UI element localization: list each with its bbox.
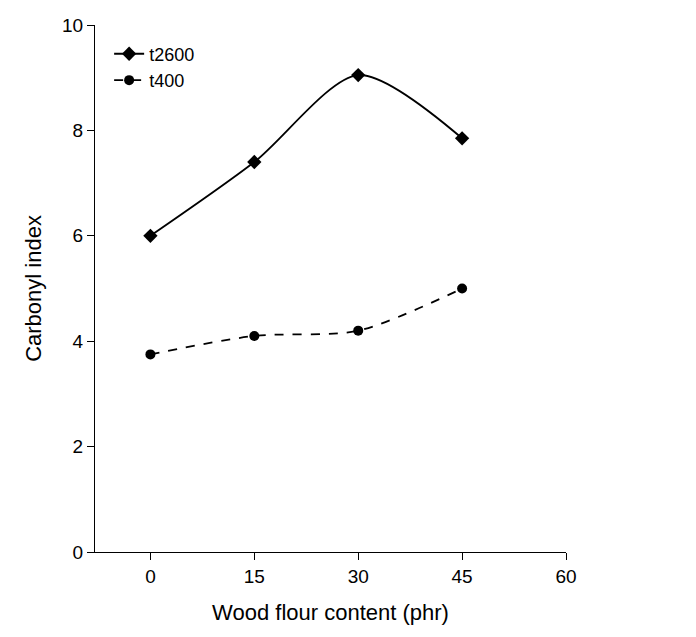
svg-text:60: 60 xyxy=(555,566,576,587)
svg-text:15: 15 xyxy=(244,566,265,587)
svg-text:6: 6 xyxy=(73,225,84,246)
svg-text:4: 4 xyxy=(73,331,84,352)
svg-text:Wood flour content (phr): Wood flour content (phr) xyxy=(212,600,449,625)
svg-text:t400: t400 xyxy=(149,71,184,91)
svg-text:2: 2 xyxy=(73,436,84,457)
svg-text:30: 30 xyxy=(348,566,369,587)
svg-text:t2600: t2600 xyxy=(149,45,194,65)
svg-text:0: 0 xyxy=(145,566,156,587)
svg-text:8: 8 xyxy=(73,120,84,141)
svg-text:45: 45 xyxy=(452,566,473,587)
svg-text:10: 10 xyxy=(62,15,83,36)
svg-text:0: 0 xyxy=(73,542,84,563)
svg-text:Carbonyl index: Carbonyl index xyxy=(21,215,46,362)
